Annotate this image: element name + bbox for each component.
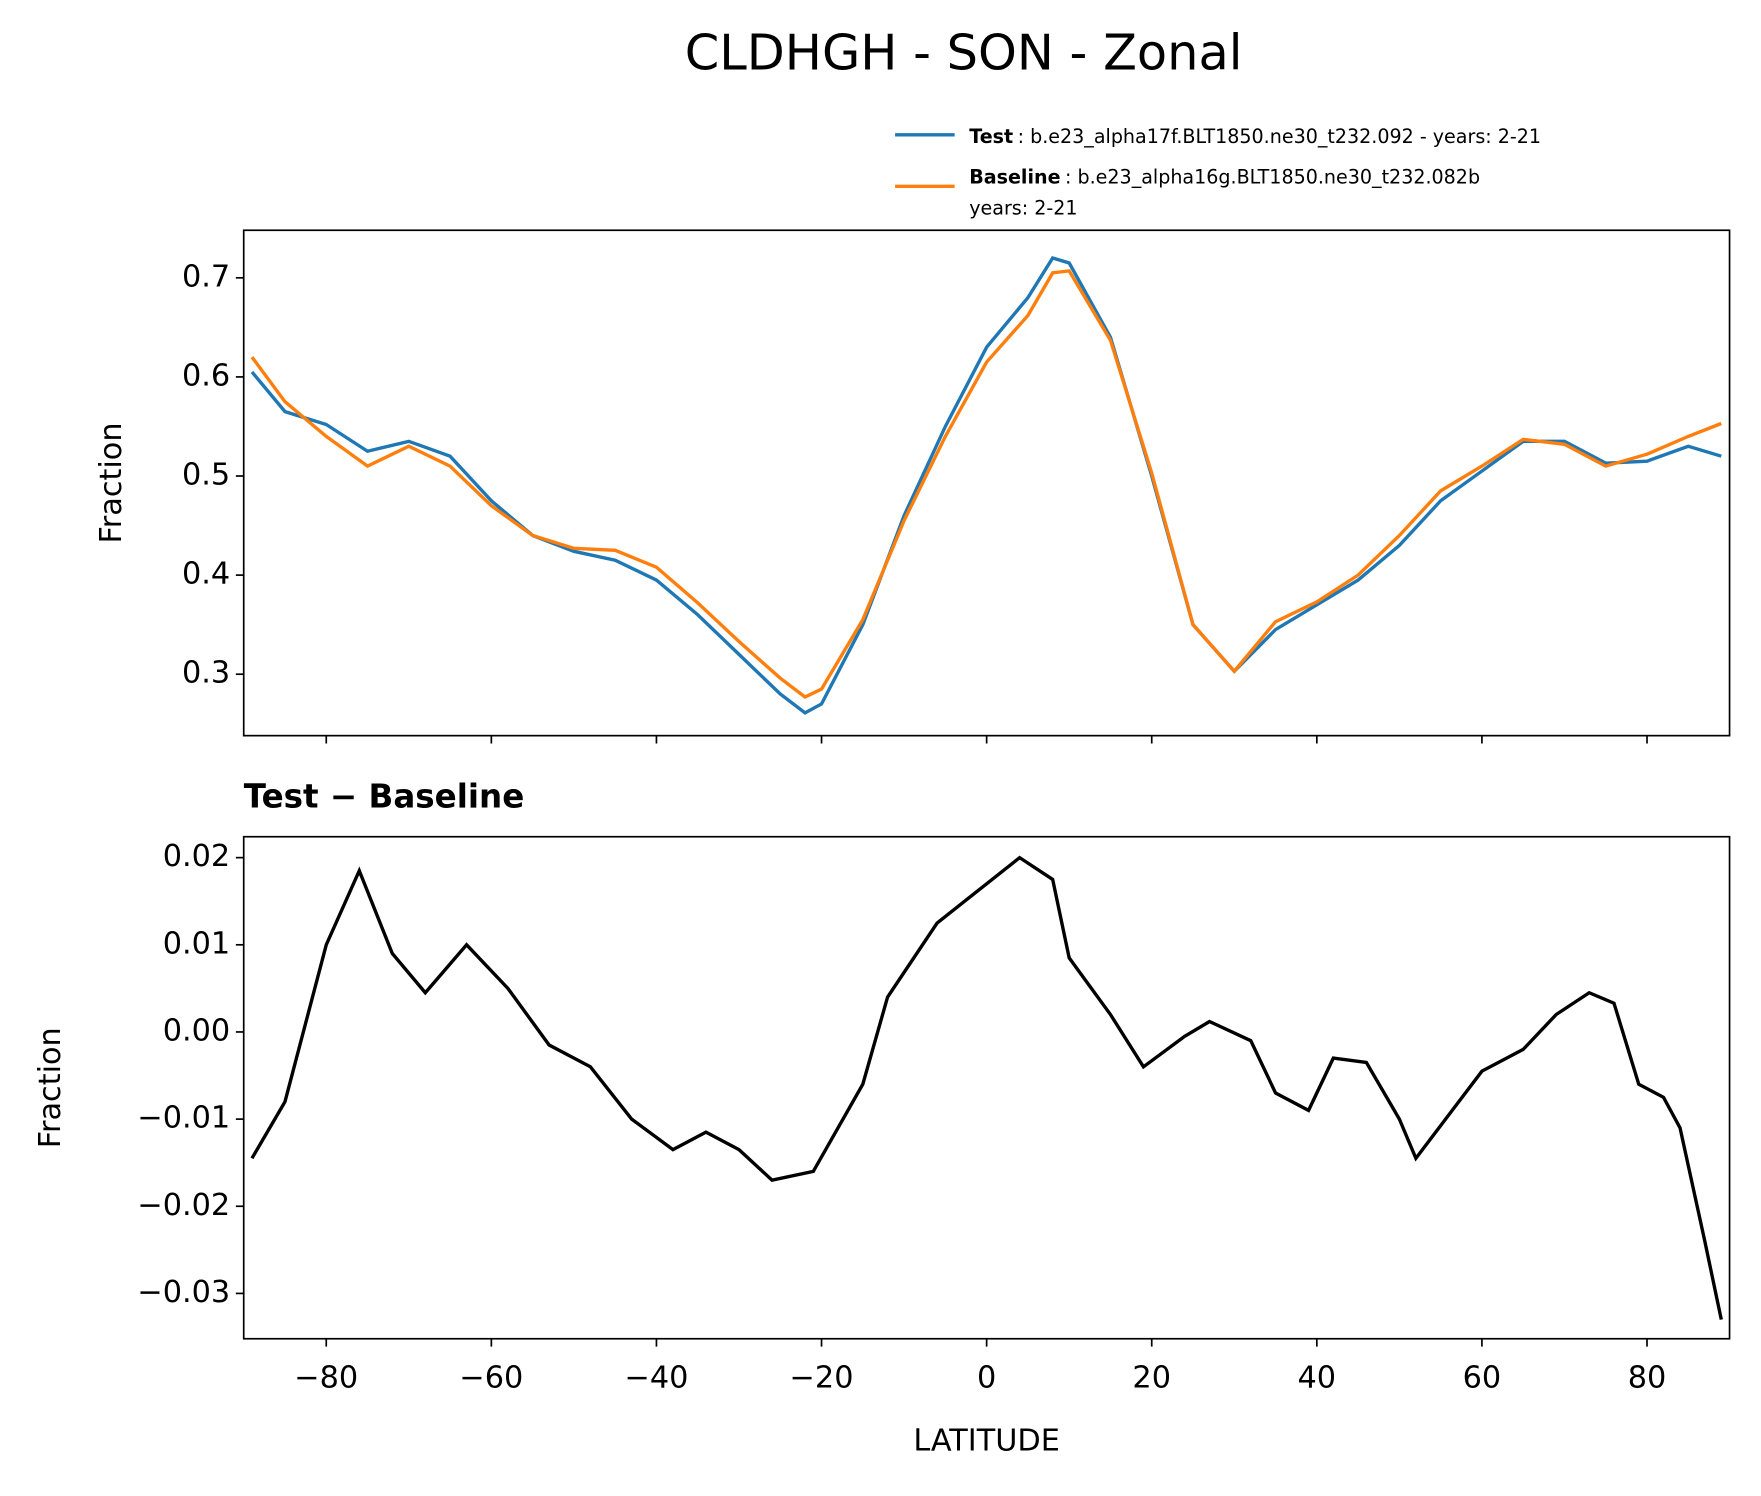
y-tick-label: 0.01 (163, 926, 231, 961)
x-tick-label: 0 (977, 1361, 996, 1396)
y-tick-label: 0.5 (182, 458, 230, 493)
x-tick-label: −20 (790, 1361, 854, 1396)
x-axis-label: LATITUDE (913, 1424, 1060, 1459)
y-tick-label: −0.03 (137, 1275, 230, 1310)
legend-entry: Baseline: b.e23_alpha16g.BLT1850.ne30_t2… (969, 165, 1480, 188)
x-tick-label: −60 (459, 1361, 523, 1396)
y-tick-label: 0.00 (163, 1013, 231, 1048)
x-tick-label: −80 (294, 1361, 358, 1396)
x-tick-label: 20 (1132, 1361, 1171, 1396)
legend-description: years: 2-21 (969, 196, 1077, 219)
y-axis-label: Fraction (33, 1027, 68, 1148)
legend-description: : b.e23_alpha17f.BLT1850.ne30_t232.092 -… (1018, 125, 1541, 148)
y-tick-label: 0.02 (163, 839, 231, 874)
y-tick-label: 0.7 (182, 259, 230, 294)
axes-frame (242, 229, 1731, 737)
legend-description: : b.e23_alpha16g.BLT1850.ne30_t232.082b (1065, 165, 1480, 188)
legend-entry: Test: b.e23_alpha17f.BLT1850.ne30_t232.0… (969, 125, 1541, 148)
y-tick-label: 0.6 (182, 358, 230, 393)
y-tick-label: 0.4 (182, 557, 230, 592)
x-tick-label: −40 (624, 1361, 688, 1396)
figure-title: CLDHGH - SON - Zonal (685, 24, 1243, 82)
series-line (250, 256, 1722, 715)
y-axis-label: Fraction (94, 422, 129, 543)
panel-title: Test − Baseline (244, 778, 525, 816)
series-line (250, 855, 1723, 1320)
x-tick-label: 60 (1463, 1361, 1502, 1396)
y-tick-label: 0.3 (182, 656, 230, 691)
series-line (250, 269, 1722, 699)
legend-name: Baseline (969, 165, 1060, 188)
legend-name: Test (969, 125, 1013, 148)
y-tick-label: −0.01 (137, 1101, 230, 1136)
x-tick-label: 80 (1628, 1361, 1667, 1396)
x-tick-label: 40 (1298, 1361, 1337, 1396)
axes-frame (242, 835, 1731, 1340)
y-tick-label: −0.02 (137, 1188, 230, 1223)
